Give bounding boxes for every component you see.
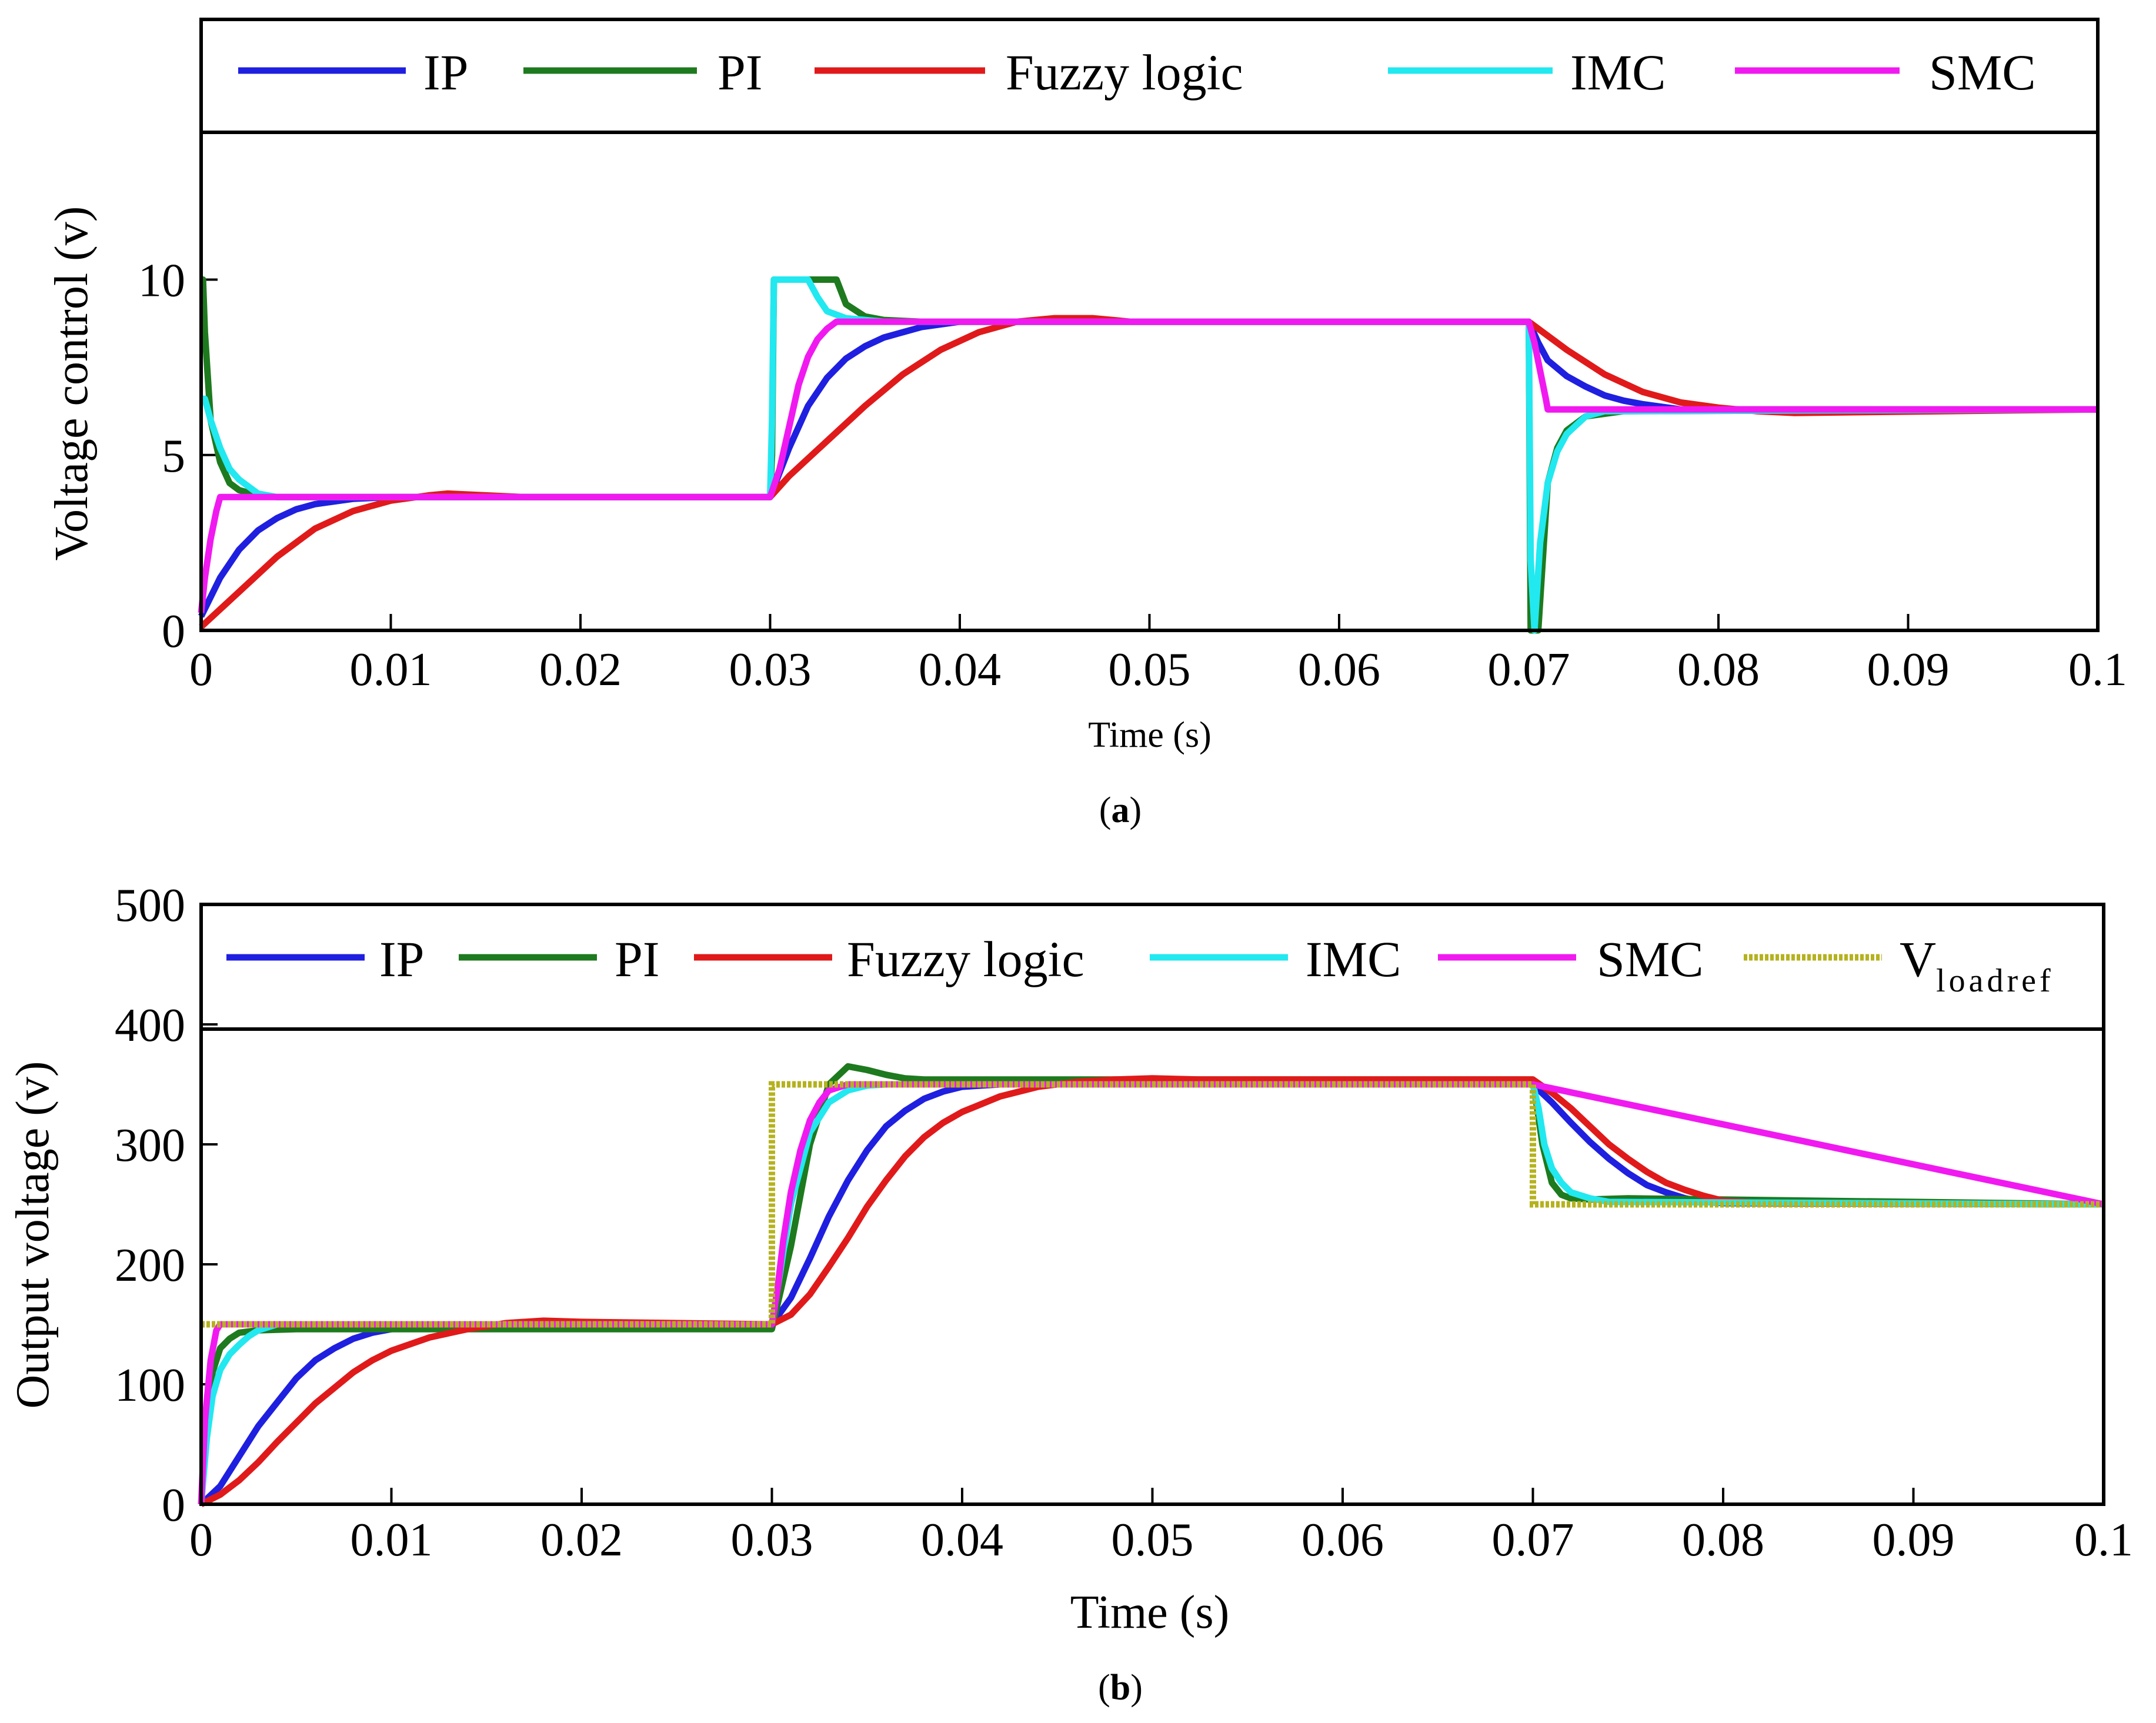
- x-tick-label-a-2: 0.02: [539, 644, 622, 696]
- x-tick-label-a-4: 0.04: [919, 644, 1001, 696]
- x-tick-label-a-6: 0.06: [1298, 644, 1380, 696]
- y-tick-label-a-2: 10: [138, 255, 185, 307]
- x-tick-label-b-4: 0.04: [921, 1514, 1003, 1566]
- x-tick-label-b-3: 0.03: [731, 1514, 813, 1566]
- series-line-b-smc: [198, 1081, 2105, 1505]
- y-tick-label-b-3: 300: [115, 1120, 185, 1171]
- x-axis-label-a: Time (s): [1088, 715, 1212, 755]
- y-tick-label-b-1: 100: [115, 1360, 185, 1411]
- panel-b: IP PI Fuzzy logic IMC SMC Vloadref 0 0.01…: [7, 880, 2133, 1708]
- y-tick-label-b-0: 0: [162, 1480, 185, 1531]
- legend-label-b-1: PI: [615, 931, 659, 987]
- caption-a: (a): [1099, 790, 1142, 830]
- x-tick-label-b-5: 0.05: [1112, 1514, 1194, 1566]
- axes-frame-b: [199, 903, 2105, 1506]
- y-tick-label-a-1: 5: [162, 430, 185, 482]
- x-tick-label-b-6: 0.06: [1301, 1514, 1384, 1566]
- legend-label-b-5-main: V: [1900, 931, 1936, 987]
- y-tick-label-b-5: 500: [115, 880, 185, 931]
- series-line-a-pi: [199, 276, 2098, 634]
- legend-label-b-5: Vloadref: [1900, 931, 2054, 999]
- x-tick-label-a-10: 0.1: [2068, 644, 2127, 696]
- series-line-b-vloadref: [201, 1081, 2104, 1328]
- legend-label-b-0: IP: [379, 931, 424, 987]
- series-line-b-pi: [198, 1063, 2104, 1505]
- series-line-a-smc: [198, 318, 2098, 613]
- legend-label-a-1: PI: [717, 44, 762, 101]
- x-tick-label-a-7: 0.07: [1488, 644, 1570, 696]
- caption-b: (b): [1098, 1668, 1143, 1708]
- x-axis-label-b: Time (s): [1070, 1587, 1229, 1638]
- x-tick-label-a-5: 0.05: [1109, 644, 1191, 696]
- y-axis-label-b: Output voltage (v): [7, 1061, 59, 1409]
- x-tick-label-b-8: 0.08: [1682, 1514, 1764, 1566]
- x-tick-label-b-0: 0: [189, 1514, 213, 1566]
- legend-label-a-2: Fuzzy logic: [1006, 44, 1243, 101]
- x-tick-label-b-10: 0.1: [2074, 1514, 2133, 1566]
- series-line-b-ip: [199, 1081, 2104, 1507]
- series-line-a-imc: [201, 276, 2098, 634]
- x-tick-label-a-3: 0.03: [729, 644, 812, 696]
- series-line-b-imc: [198, 1081, 2104, 1505]
- x-tick-label-a-1: 0.01: [350, 644, 432, 696]
- x-tick-label-b-1: 0.01: [351, 1514, 433, 1566]
- legend-box-b: [199, 903, 2105, 1031]
- caption-b-letter: b: [1110, 1668, 1130, 1708]
- series-line-b-fuzzy-logic: [199, 1075, 2104, 1507]
- panel-a: IP PI Fuzzy logic IMC SMC 0 0.01 0.02 0.03 0…: [46, 18, 2127, 830]
- legend-label-b-3: IMC: [1306, 931, 1401, 987]
- x-tick-label-a-8: 0.08: [1677, 644, 1760, 696]
- legend-label-a-3: IMC: [1570, 44, 1666, 101]
- legend-label-b-4: SMC: [1597, 931, 1704, 987]
- x-tick-label-a-9: 0.09: [1867, 644, 1950, 696]
- legend-label-a-4: SMC: [1929, 44, 2036, 101]
- y-axis-label-a: Voltage control (v): [46, 206, 98, 561]
- x-tick-label-b-7: 0.07: [1492, 1514, 1574, 1566]
- axes-frame-a: [199, 131, 2100, 632]
- series-line-a-ip: [198, 318, 2098, 618]
- caption-a-letter: a: [1112, 790, 1130, 830]
- x-tick-label-a-0: 0: [189, 644, 213, 696]
- legend-label-a-0: IP: [423, 44, 468, 101]
- y-tick-label-b-2: 200: [115, 1240, 185, 1291]
- y-tick-label-b-4: 400: [115, 1000, 185, 1051]
- plot-area-a: 0 0.01 0.02 0.03 0.04 0.05 0.06 0.07 0.08 0.09 0.1…: [138, 255, 2127, 696]
- legend-label-b-2: Fuzzy logic: [847, 931, 1084, 987]
- y-tick-label-a-0: 0: [162, 606, 185, 657]
- series-line-a-fuzzy-logic: [199, 315, 2098, 630]
- x-tick-label-b-9: 0.09: [1873, 1514, 1955, 1566]
- x-tick-label-b-2: 0.02: [540, 1514, 623, 1566]
- legend-label-b-5-subscript: loadref: [1936, 963, 2054, 999]
